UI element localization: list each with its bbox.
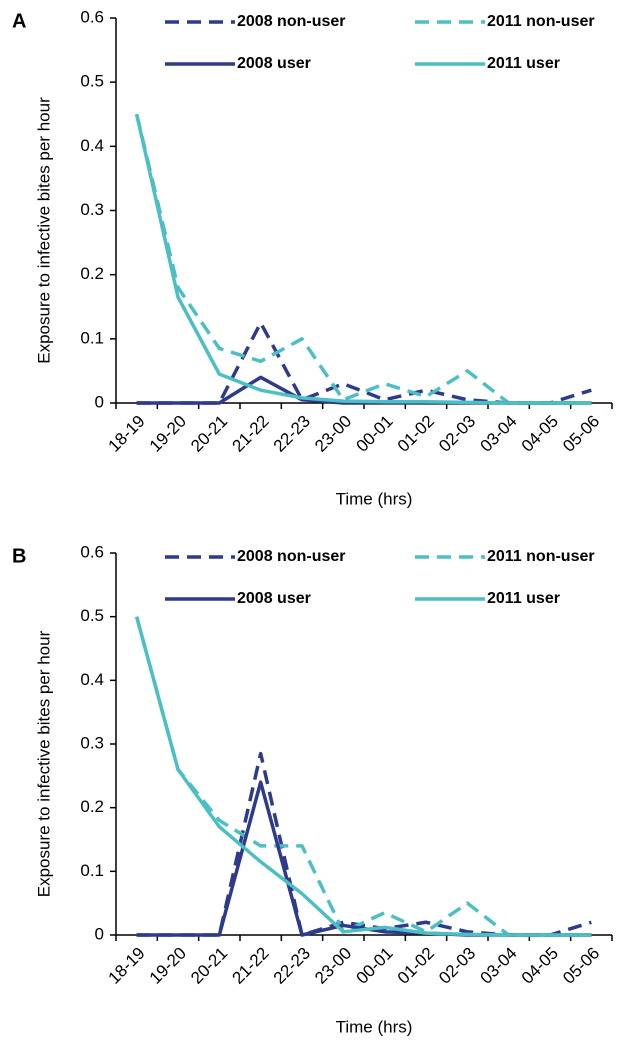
series-line: [134, 113, 592, 405]
x-tick-label: 21-22: [228, 412, 272, 456]
y-tick-label: 0.4: [80, 670, 104, 689]
x-tick-label: 03-04: [476, 944, 520, 988]
x-tick-label: 05-06: [559, 412, 603, 456]
x-tick-label: 19-20: [146, 412, 190, 456]
legend-label: 2011 non-user: [487, 548, 595, 565]
x-tick-label: 02-03: [435, 944, 479, 988]
x-tick-label: 05-06: [559, 944, 603, 988]
x-tick-label: 20-21: [187, 944, 231, 988]
series-line: [136, 375, 592, 405]
y-tick-label: 0: [95, 392, 104, 411]
x-tick-label: 18-19: [104, 412, 148, 456]
x-axis-label: Time (hrs): [336, 489, 413, 508]
y-tick-label: 0.1: [80, 861, 104, 880]
y-axis-label: Exposure to infective bites per hour: [34, 97, 53, 364]
y-axis-label: Exposure to infective bites per hour: [34, 630, 53, 897]
x-tick-label: 20-21: [187, 412, 231, 456]
series-line: [134, 113, 592, 405]
x-tick-label: 02-03: [435, 412, 479, 456]
series-line: [134, 616, 592, 937]
series-line: [134, 616, 592, 937]
y-tick-label: 0.4: [80, 136, 104, 155]
series-line: [136, 751, 592, 937]
x-tick-label: 23-00: [311, 412, 355, 456]
legend-label: 2011 user: [487, 590, 560, 607]
x-tick-label: 22-23: [270, 412, 314, 456]
x-tick-label: 23-00: [311, 944, 355, 988]
y-tick-label: 0.3: [80, 733, 104, 752]
legend-label: 2008 non-user: [237, 13, 345, 30]
x-axis-label: Time (hrs): [336, 1017, 413, 1036]
x-tick-label: 00-01: [352, 944, 396, 988]
series-line: [136, 321, 592, 405]
legend-label: 2008 user: [237, 590, 311, 607]
panel-label: B: [12, 545, 26, 567]
legend-label: 2011 user: [487, 55, 560, 72]
y-tick-label: 0.5: [80, 72, 104, 91]
x-tick-label: 22-23: [270, 944, 314, 988]
y-tick-label: 0: [95, 924, 104, 943]
y-tick-label: 0.6: [80, 7, 104, 26]
legend-label: 2008 user: [237, 55, 311, 72]
panel-label: A: [12, 10, 26, 32]
y-tick-label: 0.5: [80, 606, 104, 625]
x-tick-label: 04-05: [518, 944, 562, 988]
x-tick-label: 01-02: [394, 944, 438, 988]
y-tick-label: 0.2: [80, 264, 104, 283]
x-tick-label: 03-04: [476, 412, 520, 456]
x-tick-label: 19-20: [146, 944, 190, 988]
legend-label: 2011 non-user: [487, 13, 595, 30]
x-tick-label: 00-01: [352, 412, 396, 456]
legend-label: 2008 non-user: [237, 548, 345, 565]
x-tick-label: 18-19: [104, 944, 148, 988]
x-tick-label: 04-05: [518, 412, 562, 456]
y-tick-label: 0.2: [80, 797, 104, 816]
x-tick-label: 21-22: [228, 944, 272, 988]
y-tick-label: 0.3: [80, 200, 104, 219]
x-tick-label: 01-02: [394, 412, 438, 456]
y-tick-label: 0.1: [80, 328, 104, 347]
y-tick-label: 0.6: [80, 542, 104, 561]
